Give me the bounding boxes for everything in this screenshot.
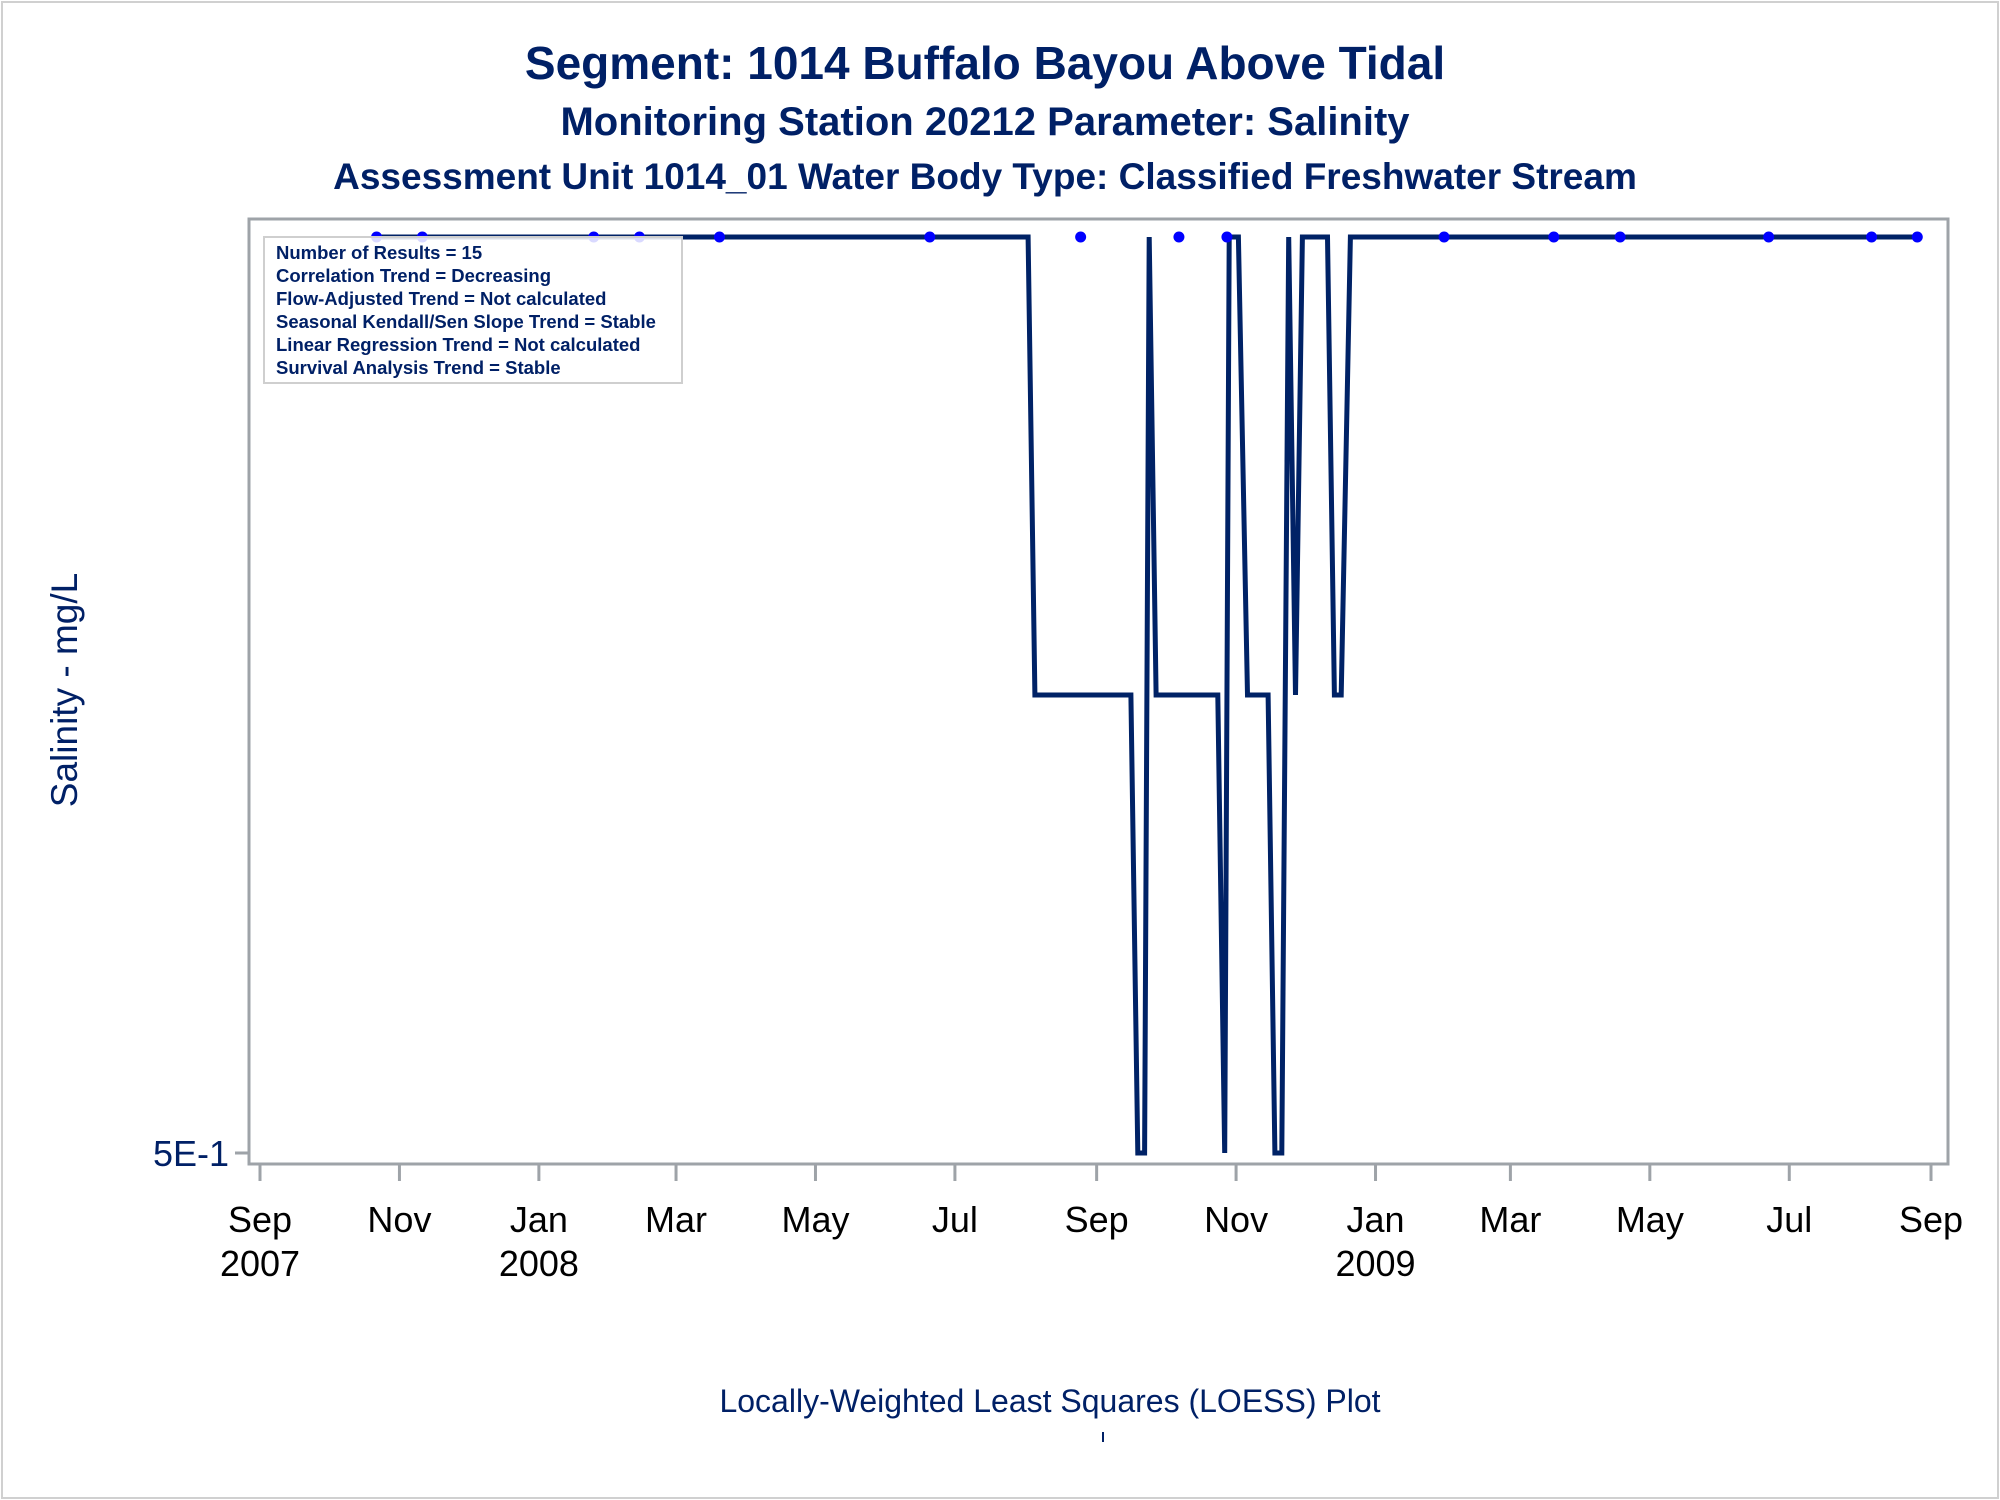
legend-entry: Flow-Adjusted Trend = Not calculated xyxy=(276,288,607,309)
x-tick-label: May xyxy=(1616,1199,1684,1240)
x-tick-year-label: 2009 xyxy=(1335,1243,1415,1284)
chart-subtitle: Monitoring Station 20212 Parameter: Sali… xyxy=(560,100,1410,144)
plot-frame xyxy=(247,217,1950,1166)
data-point xyxy=(1614,231,1626,243)
x-tick-year-label: 2007 xyxy=(220,1243,300,1284)
x-axis-caption: Locally-Weighted Least Squares (LOESS) P… xyxy=(719,1383,1381,1419)
footnote-mark xyxy=(1102,1432,1104,1442)
loess-line xyxy=(376,234,1918,1156)
data-point xyxy=(1911,231,1923,243)
data-point xyxy=(1221,231,1233,243)
data-point xyxy=(1763,231,1775,243)
data-point xyxy=(1438,231,1450,243)
x-tick-label: Mar xyxy=(645,1199,707,1240)
legend-entry: Number of Results = 15 xyxy=(276,242,483,263)
x-tick-label: Sep xyxy=(1065,1199,1129,1240)
x-tick-year-label: 2008 xyxy=(499,1243,579,1284)
x-tick-label: Jan xyxy=(1347,1199,1405,1240)
x-tick-label: Sep xyxy=(228,1199,292,1240)
chart-title: Segment: 1014 Buffalo Bayou Above Tidal xyxy=(524,37,1446,89)
x-tick-label: Nov xyxy=(367,1199,431,1240)
data-point xyxy=(1548,231,1560,243)
y-tick-label: 5E-1 xyxy=(153,1133,229,1174)
x-tick-label: Nov xyxy=(1204,1199,1268,1240)
x-tick-label: May xyxy=(781,1199,849,1240)
chart-subtitle-2: Assessment Unit 1014_01 Water Body Type:… xyxy=(333,156,1637,197)
data-point xyxy=(1075,231,1087,243)
x-tick-label: Sep xyxy=(1899,1199,1963,1240)
x-tick-label: Jan xyxy=(510,1199,568,1240)
x-tick-label: Jul xyxy=(1766,1199,1812,1240)
data-point xyxy=(924,231,936,243)
data-point xyxy=(713,231,725,243)
x-tick-label: Mar xyxy=(1479,1199,1541,1240)
legend-entry: Linear Regression Trend = Not calculated xyxy=(276,334,641,355)
data-point xyxy=(1173,231,1185,243)
data-point xyxy=(1866,231,1878,243)
legend-entry: Correlation Trend = Decreasing xyxy=(276,265,552,286)
legend-entry: Seasonal Kendall/Sen Slope Trend = Stabl… xyxy=(276,311,656,332)
trend-legend: Number of Results = 15 Correlation Trend… xyxy=(263,236,683,384)
legend-entry: Survival Analysis Trend = Stable xyxy=(276,357,561,378)
x-tick-label: Jul xyxy=(932,1199,978,1240)
